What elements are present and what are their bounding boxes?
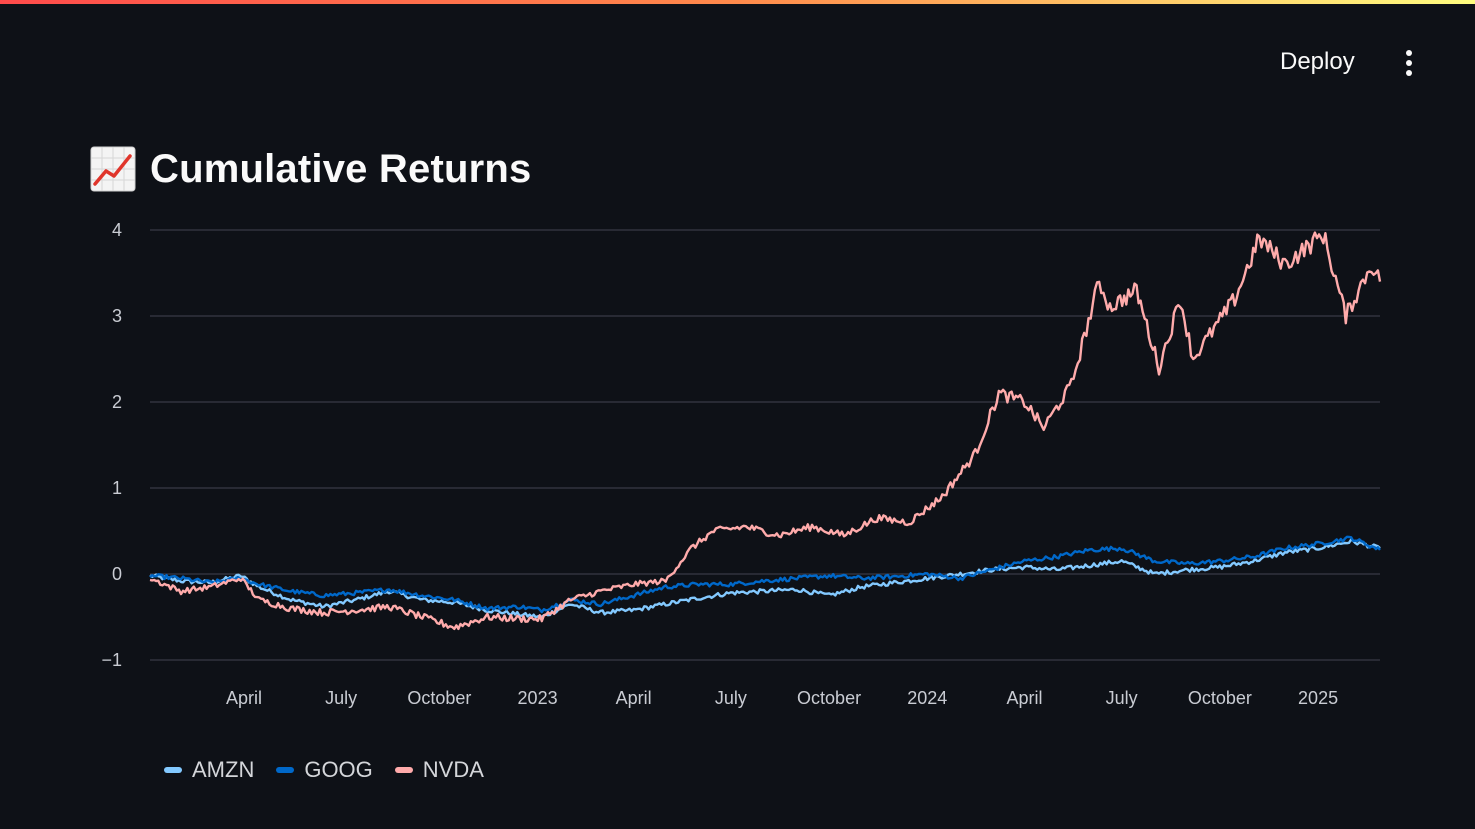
x-tick-label: 2024 (907, 688, 947, 708)
cumulative-returns-chart[interactable]: 4 3 2 1 0 −1 April July October 2023 April July Oct… (0, 210, 1475, 730)
legend-item-nvda[interactable]: NVDA (394, 757, 484, 783)
y-tick-label: −1 (101, 650, 122, 670)
chart-increasing-emoji-icon (90, 146, 136, 192)
legend-item-amzn[interactable]: AMZN (164, 757, 254, 783)
x-axis-ticks: April July October 2023 April July October 2024… (226, 688, 1338, 708)
chart-series (149, 231, 1382, 631)
x-tick-label: October (1188, 688, 1252, 708)
y-axis-ticks: 4 3 2 1 0 −1 (101, 220, 122, 670)
page-title: Cumulative Returns (150, 146, 532, 191)
legend-item-goog[interactable]: GOOG (276, 757, 373, 783)
series-line-goog[interactable] (149, 535, 1381, 614)
x-tick-label: April (1006, 688, 1042, 708)
y-tick-label: 2 (112, 392, 122, 412)
kebab-dot (1406, 70, 1412, 76)
chart-legend: AMZN GOOG NVDA (164, 757, 484, 783)
series-line-amzn[interactable] (149, 538, 1381, 619)
legend-swatch (276, 767, 295, 773)
y-tick-label: 4 (112, 220, 122, 240)
deploy-button[interactable]: Deploy (1280, 48, 1355, 75)
legend-label: NVDA (422, 757, 484, 782)
legend-swatch (164, 767, 182, 773)
x-tick-label: 2025 (1298, 688, 1338, 708)
chart-gridlines (150, 229, 1380, 661)
x-tick-label: October (407, 688, 471, 708)
legend-label: AMZN (192, 757, 255, 782)
x-tick-label: July (715, 688, 747, 708)
x-tick-label: July (1106, 688, 1138, 708)
y-tick-label: 3 (112, 306, 122, 326)
page-title-row: Cumulative Returns (90, 146, 531, 192)
kebab-dot (1406, 60, 1412, 66)
x-tick-label: October (797, 688, 861, 708)
x-tick-label: 2023 (518, 688, 558, 708)
legend-label: GOOG (304, 757, 373, 782)
x-tick-label: July (325, 688, 357, 708)
y-tick-label: 1 (112, 478, 122, 498)
header-accent-bar (0, 0, 1475, 4)
y-tick-label: 0 (112, 564, 122, 584)
kebab-dot (1406, 50, 1412, 56)
series-line-nvda[interactable] (149, 231, 1382, 631)
x-tick-label: April (616, 688, 652, 708)
kebab-menu-icon[interactable] (1396, 48, 1422, 78)
x-tick-label: April (226, 688, 262, 708)
legend-swatch (394, 767, 413, 773)
